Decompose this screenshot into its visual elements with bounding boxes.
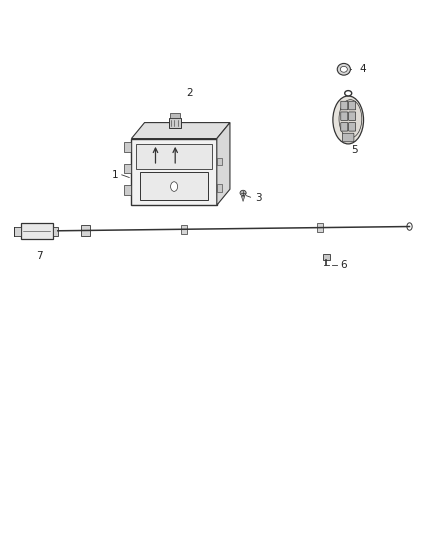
Bar <box>124 185 131 195</box>
Ellipse shape <box>340 67 347 72</box>
Bar <box>170 113 180 118</box>
Bar <box>323 254 330 260</box>
Bar <box>53 227 58 236</box>
Bar <box>140 172 208 200</box>
Ellipse shape <box>345 91 352 96</box>
Bar <box>131 139 217 205</box>
Bar <box>124 164 131 173</box>
Ellipse shape <box>407 223 412 230</box>
FancyBboxPatch shape <box>349 101 356 110</box>
Polygon shape <box>131 123 230 139</box>
Bar <box>21 223 53 239</box>
Bar <box>81 225 90 236</box>
Text: 4: 4 <box>359 64 366 74</box>
Ellipse shape <box>339 100 362 138</box>
Ellipse shape <box>337 63 350 75</box>
FancyBboxPatch shape <box>343 133 354 142</box>
FancyBboxPatch shape <box>341 101 348 110</box>
FancyBboxPatch shape <box>341 123 348 131</box>
Bar <box>217 184 222 192</box>
FancyBboxPatch shape <box>349 112 356 120</box>
Text: 1: 1 <box>112 170 119 180</box>
Bar <box>14 227 21 236</box>
Bar <box>217 158 222 165</box>
Text: 7: 7 <box>36 251 43 261</box>
FancyBboxPatch shape <box>341 112 348 120</box>
Text: 6: 6 <box>340 260 347 270</box>
FancyBboxPatch shape <box>349 123 356 131</box>
Bar <box>169 118 181 128</box>
Ellipse shape <box>170 182 177 191</box>
Bar <box>317 223 323 232</box>
Text: 5: 5 <box>351 146 358 155</box>
Ellipse shape <box>240 190 246 196</box>
Ellipse shape <box>333 96 364 144</box>
Polygon shape <box>217 123 230 205</box>
Text: 3: 3 <box>255 193 262 203</box>
Bar <box>136 144 212 168</box>
Text: 2: 2 <box>186 88 193 98</box>
Bar <box>124 142 131 152</box>
Polygon shape <box>241 196 245 201</box>
Bar <box>181 225 187 233</box>
